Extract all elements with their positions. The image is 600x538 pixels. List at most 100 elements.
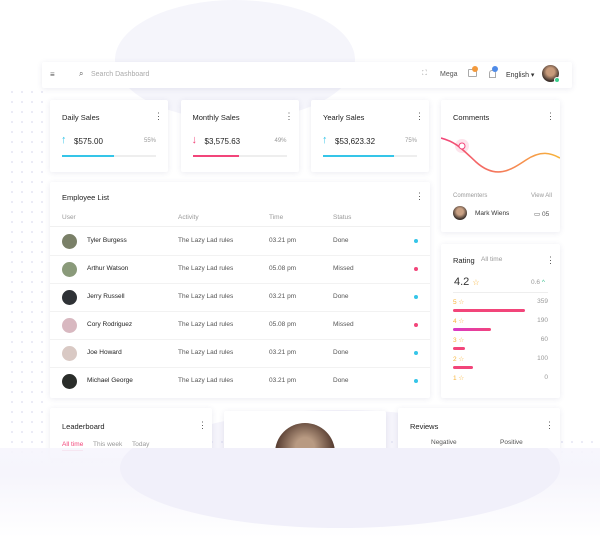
activity: The Lazy Lad rules	[178, 321, 234, 328]
rating-count: 60	[540, 336, 548, 343]
employee-name: Cory Rodriguez	[87, 321, 133, 328]
count: 05	[541, 211, 550, 218]
rating-card: Rating All time ⋮ 4.2 ☆ 0.6 ^ 5 ☆ 359 4 ☆ 1…	[441, 244, 560, 398]
time: 03.21 pm	[269, 237, 297, 244]
more-button[interactable]: ⋮	[546, 255, 555, 265]
blob	[115, 0, 355, 120]
status-dot	[414, 323, 418, 327]
dot-pattern	[5, 85, 45, 475]
divider	[50, 283, 430, 284]
rating-count: 359	[537, 298, 548, 305]
divider	[50, 339, 430, 340]
rating-count: 190	[537, 317, 548, 324]
rating-bar	[453, 328, 492, 331]
search-icon: ⌕	[79, 69, 84, 78]
percent: 55%	[143, 138, 156, 144]
progress-track	[323, 155, 417, 157]
rating-score: 4.2 ☆	[454, 276, 480, 288]
progress-bar	[192, 155, 239, 157]
amount: $53,623.32	[335, 137, 376, 146]
employee-name: Michael George	[87, 377, 133, 384]
status-dot	[414, 295, 418, 299]
trend-arrow: ↑	[61, 134, 67, 146]
amount: $3,575.63	[204, 137, 241, 146]
more-button[interactable]: ⋮	[284, 111, 294, 121]
mega-menu[interactable]: Mega	[440, 71, 458, 78]
employee-name: Jerry Russell	[87, 293, 125, 300]
status-dot	[414, 267, 418, 271]
card-title: Daily Sales	[62, 113, 100, 122]
comment-count: ▭ 05	[534, 211, 550, 218]
online-dot	[554, 77, 560, 83]
tab[interactable]: Today	[132, 441, 150, 448]
star-label: 4 ☆	[453, 318, 465, 325]
menu-icon[interactable]: ≡	[50, 70, 55, 79]
rating-count: 0	[544, 374, 548, 381]
star-label: 3 ☆	[453, 337, 465, 344]
avatar	[453, 206, 467, 220]
more-button[interactable]: ⋮	[198, 420, 207, 430]
stars: 4	[453, 318, 457, 325]
column-header: Time	[269, 214, 284, 221]
stars: 5	[453, 299, 457, 306]
rating-count: 100	[537, 355, 548, 362]
card-title: Monthly Sales	[192, 113, 240, 122]
stars: 1	[453, 375, 457, 382]
stat-card: Monthly Sales ⋮ ↓ $3,575.63 49%	[180, 100, 299, 172]
avatar	[62, 318, 77, 333]
employee-name: Arthur Watson	[87, 265, 129, 272]
view-all-link[interactable]: View All	[531, 193, 552, 199]
card-title: Comments	[453, 113, 490, 122]
fullscreen-icon[interactable]: ⛶	[422, 70, 427, 77]
amount: $575.00	[74, 137, 103, 146]
employee-name: Tyler Burgess	[87, 237, 127, 244]
status: Done	[333, 237, 349, 244]
divider	[453, 292, 548, 293]
more-button[interactable]: ⋮	[545, 420, 554, 430]
trend-arrow: ↑	[322, 134, 328, 146]
period: All time	[481, 256, 503, 263]
progress-bar	[62, 155, 114, 157]
trend-arrow: ↓	[191, 134, 198, 146]
column-header: Activity	[178, 214, 199, 221]
stat-card: Daily Sales ⋮ ↑ $575.00 55%	[50, 100, 168, 172]
more-button[interactable]: ⋮	[546, 111, 555, 121]
activity: The Lazy Lad rules	[178, 377, 234, 384]
language-select[interactable]: English ▾	[506, 72, 535, 79]
stat-card: Yearly Sales ⋮ ↑ $53,623.32 75%	[311, 100, 429, 172]
more-button[interactable]: ⋮	[154, 111, 163, 121]
top-bar: ≡ ⌕ Search Dashboard ⛶ Mega English ▾	[42, 62, 572, 88]
star-label: 1 ☆	[453, 375, 465, 382]
progress-track	[192, 155, 287, 157]
status-dot	[414, 379, 418, 383]
avatar	[62, 234, 77, 249]
card-title: Leaderboard	[62, 422, 105, 431]
score: 4.2	[454, 276, 470, 288]
star-label: 5 ☆	[453, 299, 465, 306]
search-input[interactable]: Search Dashboard	[91, 71, 150, 78]
column-header: Status	[333, 214, 352, 221]
blob	[120, 448, 560, 528]
status-dot	[414, 351, 418, 355]
avatar	[62, 290, 77, 305]
bottom-decoration	[120, 448, 560, 528]
column-label: Negative	[431, 439, 457, 446]
badge	[492, 66, 498, 72]
more-button[interactable]: ⋮	[415, 191, 424, 201]
time: 05.08 pm	[269, 265, 297, 272]
divider	[50, 367, 430, 368]
comments-wave	[441, 137, 560, 173]
time: 03.21 pm	[269, 349, 297, 356]
rating-change: 0.6 ^	[531, 279, 545, 286]
progress-bar	[323, 155, 394, 157]
more-button[interactable]: ⋮	[415, 111, 424, 121]
status: Done	[333, 377, 349, 384]
time: 03.21 pm	[269, 293, 297, 300]
time: 05.08 pm	[269, 321, 297, 328]
percent: 75%	[404, 138, 417, 144]
activity: The Lazy Lad rules	[178, 293, 234, 300]
comments-card: Comments ⋮ Commenters View All Mark Wien…	[441, 100, 560, 232]
tab[interactable]: This week	[93, 441, 123, 448]
status: Done	[333, 349, 349, 356]
